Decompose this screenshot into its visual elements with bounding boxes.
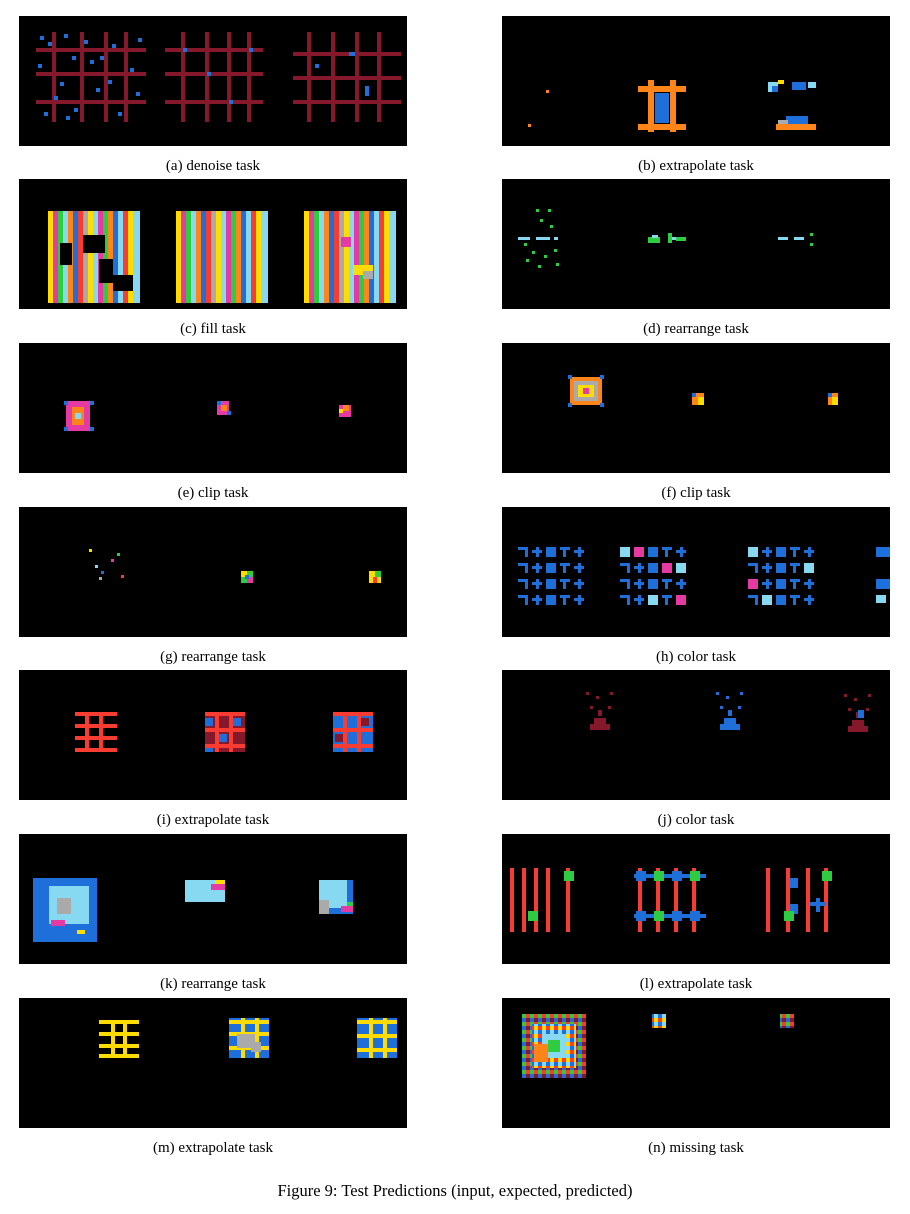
panel-i-caption: (i) extrapolate task xyxy=(156,812,270,828)
panel-b-grids xyxy=(528,80,816,132)
panel-g-caption: (g) rearrange task xyxy=(160,649,266,665)
panel-b-image xyxy=(502,16,890,146)
panel-d-image xyxy=(502,179,890,309)
panel-e-caption: (e) clip task xyxy=(177,485,249,501)
panel-k-caption: (k) rearrange task xyxy=(160,976,266,992)
panel-d-grids xyxy=(518,209,813,268)
panel-l-image xyxy=(502,834,890,964)
panel-j-grids xyxy=(586,692,871,732)
panel-c-image xyxy=(19,179,407,309)
panel-a-image xyxy=(19,16,407,146)
panel-f-image xyxy=(502,343,890,473)
panel-i-image xyxy=(19,670,407,800)
panel-a-grids xyxy=(36,32,401,122)
panel-g-image xyxy=(19,507,407,637)
panel-n-grids xyxy=(522,1014,794,1078)
panel-m-image xyxy=(19,998,407,1128)
panel-n-image xyxy=(502,998,890,1128)
panel-c-grids xyxy=(48,211,396,303)
panel-h-image xyxy=(502,507,890,637)
panel-e-grids xyxy=(64,401,351,431)
panel-b-caption: (b) extrapolate task xyxy=(638,158,754,174)
panel-c-caption: (c) fill task xyxy=(180,321,246,337)
panel-h-grids xyxy=(518,547,890,605)
panel-l-grids xyxy=(510,868,832,932)
panel-f-caption: (f) clip task xyxy=(661,485,731,501)
panel-k-image xyxy=(19,834,407,964)
figure-caption: Figure 9: Test Predictions (input, expec… xyxy=(277,1181,633,1200)
panel-n-caption: (n) missing task xyxy=(648,1140,744,1156)
panel-g-grids xyxy=(89,549,381,583)
panel-j-image xyxy=(502,670,890,800)
panel-f-grids xyxy=(568,375,838,407)
panel-i-grids xyxy=(75,712,373,752)
panel-m-grids xyxy=(99,1018,397,1058)
panel-h-caption: (h) color task xyxy=(656,649,736,665)
panel-m-caption: (m) extrapolate task xyxy=(153,1140,273,1156)
panel-d-caption: (d) rearrange task xyxy=(643,321,749,337)
panel-a-caption: (a) denoise task xyxy=(165,158,261,174)
panel-k-grids xyxy=(33,878,353,942)
panel-e-image xyxy=(19,343,407,473)
panel-l-caption: (l) extrapolate task xyxy=(639,976,753,992)
panel-j-caption: (j) color task xyxy=(657,812,735,828)
